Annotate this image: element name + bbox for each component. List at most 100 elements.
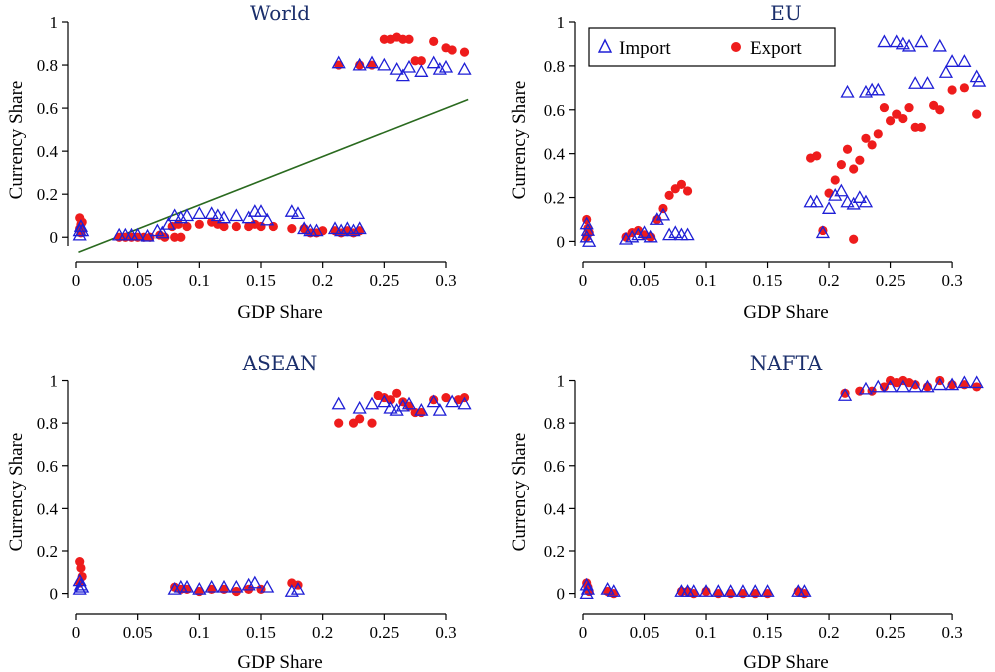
y-tick-label: 1: [557, 13, 566, 32]
y-tick-label: 0: [557, 585, 566, 604]
import-point: [352, 400, 367, 414]
x-tick-label: 0.1: [695, 271, 716, 290]
export-point: [873, 129, 883, 139]
import-point: [72, 582, 87, 595]
import-point: [668, 225, 683, 239]
export-point: [334, 418, 344, 428]
import-point: [161, 216, 176, 230]
x-tick-label: 0.2: [312, 623, 333, 642]
import-point: [432, 403, 447, 416]
import-point: [401, 59, 417, 73]
export-point: [404, 34, 414, 44]
x-tick-label: 0.15: [246, 623, 276, 642]
import-point: [972, 73, 987, 87]
y-axis-label: Currency Share: [6, 433, 27, 552]
import-point: [204, 579, 219, 593]
import-point: [846, 196, 861, 210]
export-point: [885, 116, 896, 126]
import-point: [901, 38, 917, 52]
x-tick-label: 0.15: [246, 271, 276, 290]
import-point: [260, 579, 275, 593]
panel-nafta: NAFTA GDP Share Currency Share 0 0.2 0.4 0.…: [509, 351, 984, 672]
import-point: [173, 210, 188, 224]
import-point: [346, 223, 361, 237]
export-point: [916, 122, 926, 132]
import-point: [284, 204, 299, 217]
import-point: [438, 59, 454, 73]
import-point: [216, 579, 232, 593]
import-point: [579, 216, 594, 230]
import-point: [327, 221, 343, 235]
panel-asean: ASEAN GDP Share Currency Share 0 0.2 0.4 0.…: [6, 351, 472, 672]
import-point: [204, 206, 219, 220]
export-point: [219, 221, 229, 232]
x-tick-label: 0.2: [312, 271, 333, 290]
import-point: [432, 62, 447, 75]
x-tick-label: 0.25: [369, 623, 399, 642]
x-tick-label: 0.1: [695, 623, 716, 642]
import-point: [229, 579, 244, 593]
import-point: [858, 84, 874, 98]
x-tick-label: 0.2: [818, 623, 839, 642]
import-point: [414, 64, 429, 77]
panel-world: World GDP Share Currency Share 0 0.2 0.4 0.…: [6, 1, 472, 323]
import-point: [618, 231, 634, 245]
import-point: [579, 577, 594, 591]
x-tick-label: 0.3: [435, 271, 456, 290]
export-point: [287, 224, 297, 234]
import-point: [932, 377, 947, 391]
y-tick-label: 0: [50, 228, 59, 247]
import-point: [167, 582, 182, 595]
import-point: [957, 375, 972, 389]
import-point: [748, 584, 763, 597]
plot-area: 0 0.2 0.4 0.6 0.8 1 0 0.05 0.1 0.15 0.2 0.25 0.3: [544, 13, 987, 290]
y-tick-label: 0.8: [544, 414, 565, 433]
import-point: [352, 57, 367, 71]
import-point: [871, 82, 886, 96]
import-point: [711, 584, 726, 597]
plot-area: 0 0.2 0.4 0.6 0.8 1 0 0.05 0.1 0.15 0.2 0.25 0.3: [37, 13, 472, 290]
import-point: [364, 55, 380, 69]
y-tick-label: 0.6: [544, 457, 565, 476]
import-point: [331, 55, 346, 69]
import-point: [840, 84, 855, 98]
import-point: [457, 396, 472, 410]
import-point: [241, 210, 256, 224]
y-tick-label: 0.8: [544, 57, 565, 76]
x-tick-label: 0.1: [189, 623, 210, 642]
y-tick-label: 0.6: [37, 457, 58, 476]
export-point: [824, 188, 834, 198]
x-tick-label: 0.3: [435, 623, 456, 642]
panel-eu: EU GDP Share Currency Share 0 0.2 0.4 0.6 0.…: [509, 1, 987, 323]
legend-import-label: Import: [619, 38, 671, 59]
import-point: [130, 227, 145, 241]
import-point: [920, 76, 935, 89]
import-point: [377, 394, 392, 408]
export-point: [812, 151, 822, 161]
import-point: [944, 377, 960, 391]
import-point: [580, 582, 596, 595]
export-point: [441, 392, 451, 403]
export-point: [256, 221, 266, 232]
import-point: [216, 210, 232, 224]
import-point: [938, 65, 954, 78]
import-point: [637, 225, 652, 239]
import-point: [377, 57, 392, 71]
import-point: [858, 194, 874, 208]
legend-export-marker: [731, 42, 741, 52]
export-point: [318, 226, 328, 236]
export-point: [861, 133, 871, 143]
x-axis-label: GDP Share: [743, 652, 828, 672]
import-point: [75, 579, 90, 593]
panel-title: EU: [770, 1, 801, 25]
x-tick-label: 0.25: [369, 271, 399, 290]
y-tick-label: 0.4: [37, 142, 59, 161]
export-point: [194, 219, 204, 229]
import-point: [957, 54, 972, 67]
x-tick-label: 0.25: [876, 271, 906, 290]
import-point: [643, 229, 658, 243]
y-tick-label: 0: [50, 585, 59, 604]
import-point: [932, 38, 947, 52]
import-point: [837, 388, 853, 401]
export-point: [836, 160, 846, 170]
